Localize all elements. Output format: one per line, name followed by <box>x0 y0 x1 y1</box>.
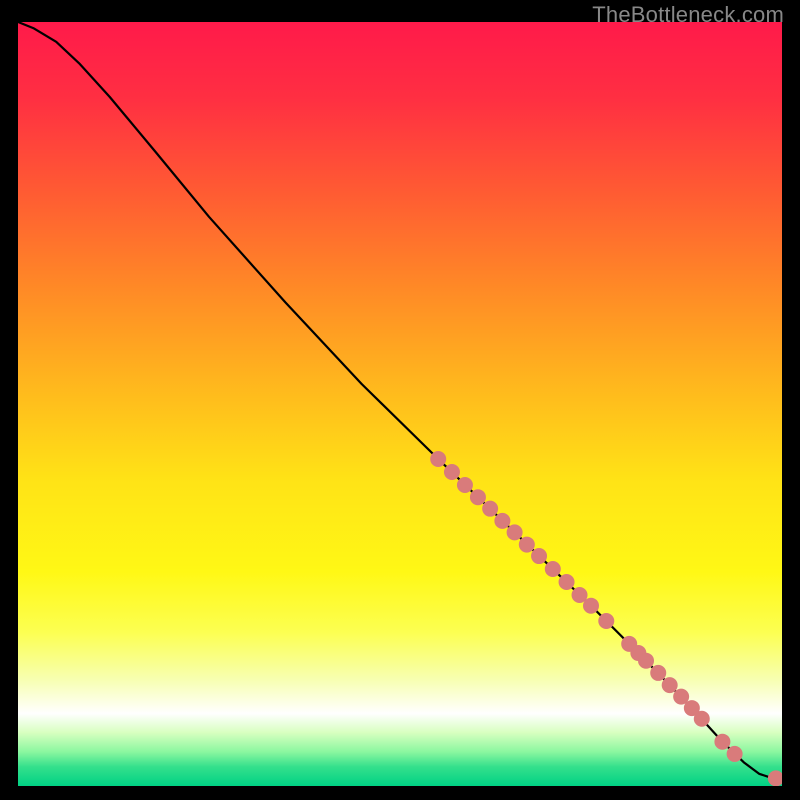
data-marker <box>507 525 522 540</box>
data-marker <box>662 678 677 693</box>
data-marker <box>715 734 730 749</box>
data-marker <box>727 746 742 761</box>
data-marker <box>572 588 587 603</box>
plot-area <box>18 22 782 786</box>
data-marker <box>694 711 709 726</box>
data-marker <box>674 689 689 704</box>
data-marker <box>519 537 534 552</box>
data-marker <box>495 513 510 528</box>
data-marker <box>651 665 666 680</box>
data-marker <box>532 549 547 564</box>
bottleneck-curve <box>18 22 782 778</box>
data-marker <box>483 501 498 516</box>
data-marker <box>768 771 782 786</box>
data-marker <box>639 653 654 668</box>
marker-group <box>431 452 782 786</box>
data-marker <box>457 477 472 492</box>
data-marker <box>444 465 459 480</box>
data-marker <box>431 452 446 467</box>
data-marker <box>559 575 574 590</box>
chart-container: TheBottleneck.com <box>0 0 800 800</box>
curve-layer <box>18 22 782 786</box>
data-marker <box>545 562 560 577</box>
data-marker <box>584 598 599 613</box>
data-marker <box>599 613 614 628</box>
data-marker <box>470 490 485 505</box>
